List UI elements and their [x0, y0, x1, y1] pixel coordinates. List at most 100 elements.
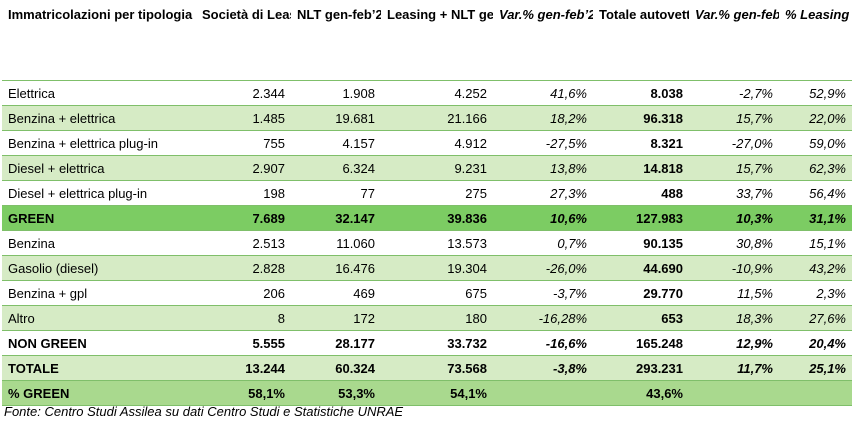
table-cell: -16,6% — [493, 330, 593, 356]
table-cell: -16,28% — [493, 305, 593, 331]
table-cell: 15,1% — [779, 230, 852, 256]
table-cell: 77 — [291, 180, 381, 206]
table-cell: 1.485 — [196, 105, 291, 131]
header-fuel-type: Immatricolazioni per tipologia di alimen… — [8, 7, 196, 22]
table-cell: 165.248 — [593, 330, 689, 356]
table-cell: 0,7% — [493, 230, 593, 256]
table-cell: -27,5% — [493, 130, 593, 156]
table-cell: 206 — [196, 280, 291, 306]
table-row: Benzina + gpl 206 469 675 -3,7% 29.770 11,5% 2,… — [2, 280, 852, 306]
table-cell — [779, 380, 852, 406]
table-row: Altro 8 172 180 -16,28% 653 18,3% 27,6% — [2, 305, 852, 331]
table-cell: 172 — [291, 305, 381, 331]
table-cell: 2.907 — [196, 155, 291, 181]
table-cell: 18,2% — [493, 105, 593, 131]
table-cell: 8.321 — [593, 130, 689, 156]
table-row: Gasolio (diesel) 2.828 16.476 19.304 -26,0% 4… — [2, 255, 852, 281]
table-cell: 73.568 — [381, 355, 493, 381]
table-cell: 675 — [381, 280, 493, 306]
table-cell: -26,0% — [493, 255, 593, 281]
table-cell: 10,3% — [689, 205, 779, 231]
table-cell: -3,7% — [493, 280, 593, 306]
table-cell: 22,0% — [779, 105, 852, 131]
table-cell: 58,1% — [196, 380, 291, 406]
table-cell: 43,6% — [593, 380, 689, 406]
table-cell: 488 — [593, 180, 689, 206]
table-row: Benzina 2.513 11.060 13.573 0,7% 90.135 30,8% 1… — [2, 230, 852, 256]
table-cell: -2,7% — [689, 80, 779, 106]
table-row: Diesel + elettrica plug-in 198 77 275 27,3% 4… — [2, 180, 852, 206]
row-label: % GREEN — [2, 380, 196, 406]
table-cell: 21.166 — [381, 105, 493, 131]
table-cell: 9.231 — [381, 155, 493, 181]
registrations-table: Immatricolazioni per tipologia di alimen… — [2, 6, 852, 406]
table-row: % GREEN 58,1% 53,3% 54,1% 43,6% — [2, 380, 852, 406]
table-cell: 39.836 — [381, 205, 493, 231]
table-cell: 275 — [381, 180, 493, 206]
table-cell — [493, 380, 593, 406]
header-leasing: Società di Leasing gen-feb’24 — [202, 7, 291, 22]
table-cell: 43,2% — [779, 255, 852, 281]
table-cell: 180 — [381, 305, 493, 331]
row-label: Altro — [2, 305, 196, 331]
table-cell: 16.476 — [291, 255, 381, 281]
table-cell: 2.513 — [196, 230, 291, 256]
table-cell: 33.732 — [381, 330, 493, 356]
table-cell: 653 — [593, 305, 689, 331]
table-cell: 44.690 — [593, 255, 689, 281]
table-header-row: Immatricolazioni per tipologia di alimen… — [2, 6, 852, 81]
table-cell: 293.231 — [593, 355, 689, 381]
row-label: Benzina + elettrica — [2, 105, 196, 131]
table-cell: 15,7% — [689, 105, 779, 131]
table-cell: 755 — [196, 130, 291, 156]
table-cell: 198 — [196, 180, 291, 206]
table-cell: 127.983 — [593, 205, 689, 231]
table-cell: 27,3% — [493, 180, 593, 206]
table-cell: 30,8% — [689, 230, 779, 256]
row-label: Benzina + elettrica plug-in — [2, 130, 196, 156]
row-label: Diesel + elettrica plug-in — [2, 180, 196, 206]
table-cell: 32.147 — [291, 205, 381, 231]
table-cell: 29.770 — [593, 280, 689, 306]
table-cell: 6.324 — [291, 155, 381, 181]
table-cell: 8.038 — [593, 80, 689, 106]
table-cell: 4.252 — [381, 80, 493, 106]
table-cell: 4.157 — [291, 130, 381, 156]
table-cell: 25,1% — [779, 355, 852, 381]
table-cell: -3,8% — [493, 355, 593, 381]
row-label: TOTALE — [2, 355, 196, 381]
table-cell: 28.177 — [291, 330, 381, 356]
row-label: Gasolio (diesel) — [2, 255, 196, 281]
table-row: NON GREEN 5.555 28.177 33.732 -16,6% 165.248 1… — [2, 330, 852, 356]
header-total-cars: Totale autovetture gen-feb’24 — [599, 7, 689, 22]
table-cell: 19.681 — [291, 105, 381, 131]
table-cell: 11,7% — [689, 355, 779, 381]
table-cell: 4.912 — [381, 130, 493, 156]
table-cell: 2.828 — [196, 255, 291, 281]
row-label: GREEN — [2, 205, 196, 231]
table-cell: 2,3% — [779, 280, 852, 306]
row-label: Benzina + gpl — [2, 280, 196, 306]
table-cell: 52,9% — [779, 80, 852, 106]
table-cell: 18,3% — [689, 305, 779, 331]
table-cell: 41,6% — [493, 80, 593, 106]
header-var-total: Var.% gen-feb’24/’23 — [695, 7, 779, 22]
table-cell: 5.555 — [196, 330, 291, 356]
table-row: Elettrica 2.344 1.908 4.252 41,6% 8.038 -2,7% 5… — [2, 80, 852, 106]
table-cell: 469 — [291, 280, 381, 306]
table-cell: 12,9% — [689, 330, 779, 356]
table-cell: 13.244 — [196, 355, 291, 381]
table-cell: 13.573 — [381, 230, 493, 256]
source-note: Fonte: Centro Studi Assilea su dati Cent… — [4, 404, 404, 419]
row-label: Elettrica — [2, 80, 196, 106]
table-cell: 11.060 — [291, 230, 381, 256]
header-nlt: NLT gen-feb’24 — [297, 7, 381, 22]
table-cell: 56,4% — [779, 180, 852, 206]
table-cell: 1.908 — [291, 80, 381, 106]
table-cell: 19.304 — [381, 255, 493, 281]
table-cell: -10,9% — [689, 255, 779, 281]
table-row: TOTALE 13.244 60.324 73.568 -3,8% 293.231 11,7… — [2, 355, 852, 381]
table-cell: 33,7% — [689, 180, 779, 206]
table-cell: 14.818 — [593, 155, 689, 181]
